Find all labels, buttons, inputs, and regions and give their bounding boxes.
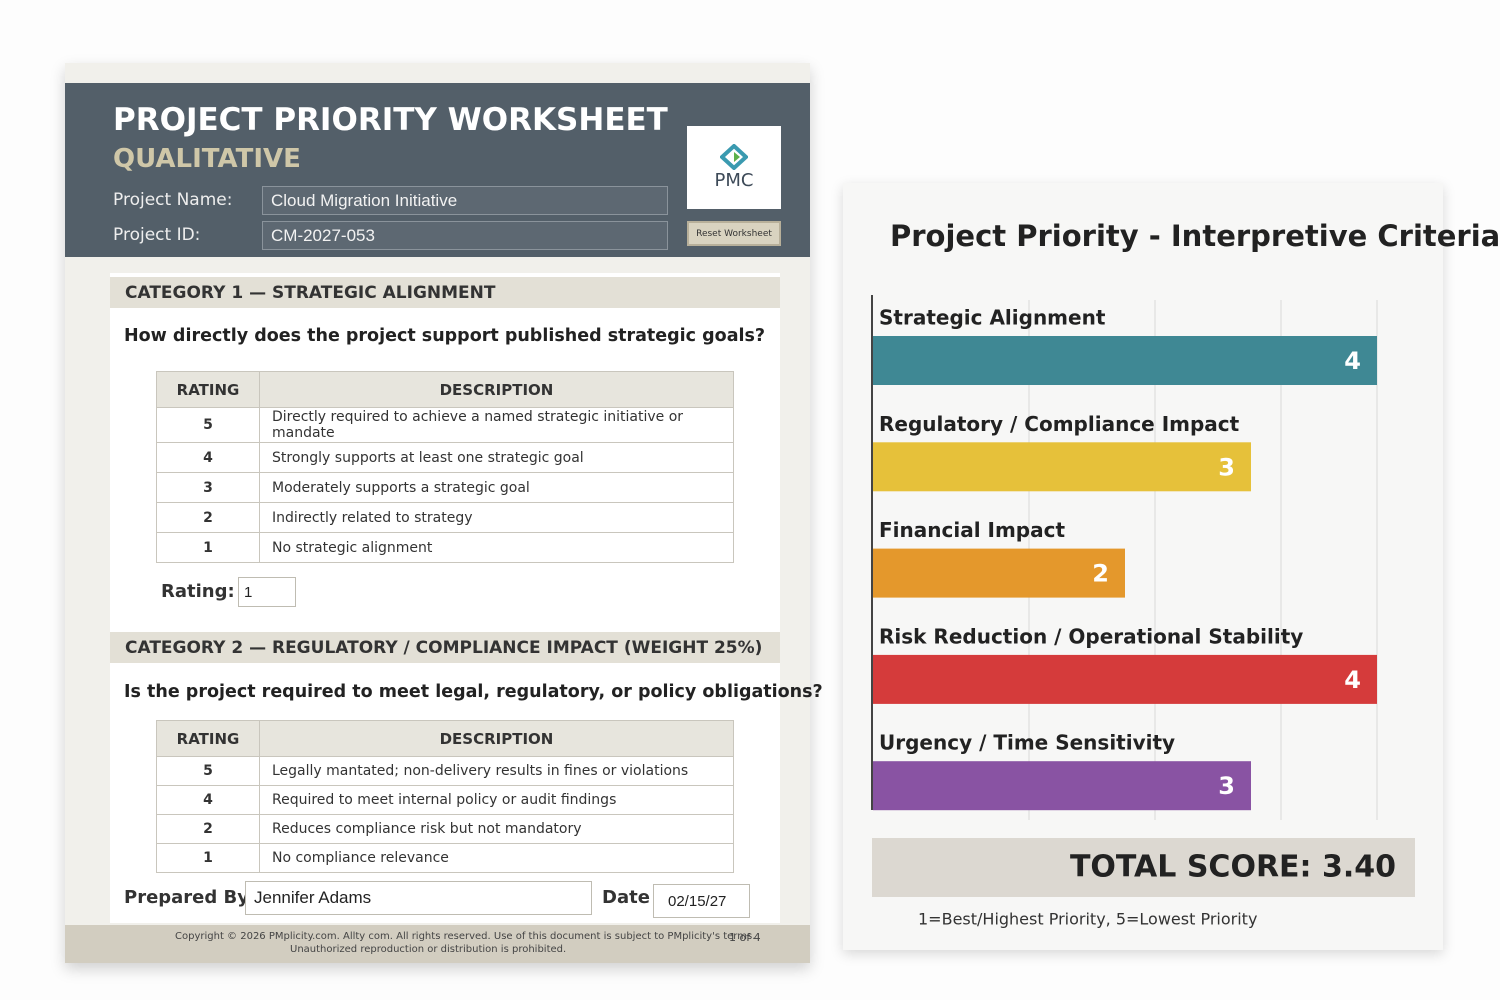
table-row: 4 Required to meet internal policy or aud… — [156, 785, 734, 815]
bar — [873, 654, 1377, 704]
table-header: DESCRIPTION — [259, 371, 734, 408]
table-header: DESCRIPTION — [259, 720, 734, 757]
logo-text: PMC — [714, 170, 754, 191]
description-cell: Moderately supports a strategic goal — [259, 472, 734, 503]
note: 1=Best/Highest Priority, 5=Lowest Priori… — [918, 910, 1257, 929]
question: Is the project required to meet legal, r… — [124, 682, 823, 702]
category-label: Regulatory / Compliance Impact — [879, 412, 1240, 436]
section-heading: CATEGORY 1 — STRATEGIC ALIGNMENT — [110, 277, 780, 308]
total-box — [872, 838, 1415, 897]
description-cell: Directly required to achieve a named str… — [259, 407, 734, 443]
prepared-by-input[interactable]: Jennifer Adams — [245, 881, 592, 915]
description-cell: No strategic alignment — [259, 532, 734, 563]
section-heading: CATEGORY 2 — REGULATORY / COMPLIANCE IMP… — [110, 632, 780, 663]
rating-cell: 1 — [156, 532, 260, 563]
rating-table: RATING DESCRIPTION 5 Directly required to a… — [156, 371, 734, 563]
table-row: 3 Moderately supports a strategic goal — [156, 472, 734, 503]
table-row: 1 No compliance relevance — [156, 843, 734, 873]
category-label: Urgency / Time Sensitivity — [879, 731, 1175, 755]
rating-label: Rating: — [161, 581, 235, 602]
question: How directly does the project support pu… — [124, 326, 766, 346]
table-row: 2 Indirectly related to strategy — [156, 502, 734, 533]
subtitle: QUALITATIVE — [113, 144, 301, 174]
description-cell: Indirectly related to strategy — [259, 502, 734, 533]
bar — [873, 761, 1251, 811]
rating-cell: 1 — [156, 843, 260, 873]
rating-table: RATING DESCRIPTION 5 Legally mantated; non-… — [156, 720, 734, 873]
table-header-row: RATING DESCRIPTION — [156, 371, 734, 408]
reset-button[interactable]: Reset Worksheet — [687, 221, 781, 246]
field-value[interactable]: Cloud Migration Initiative — [262, 186, 668, 215]
category-label: Financial Impact — [879, 518, 1065, 542]
table-row: 2 Reduces compliance risk but not mandato… — [156, 814, 734, 844]
rating-input[interactable]: 1 — [238, 577, 296, 607]
copyright: Copyright © 2026 PMplicity.com. Allty co… — [175, 931, 756, 942]
prepared-by-label: Prepared By — [124, 887, 249, 908]
field-value[interactable]: CM-2027-053 — [262, 221, 668, 250]
date-label: Date — [602, 887, 650, 908]
value-label: 4 — [1344, 666, 1361, 694]
table-header: RATING — [156, 720, 260, 757]
rating-cell: 2 — [156, 814, 260, 844]
value-label: 3 — [1218, 453, 1235, 481]
table-header: RATING — [156, 371, 260, 408]
field-label: Project ID: — [113, 225, 201, 245]
bar — [873, 442, 1251, 492]
title: PROJECT PRIORITY WORKSHEET — [113, 102, 668, 138]
footer — [65, 925, 810, 963]
logo-icon — [720, 144, 748, 170]
description-cell: No compliance relevance — [259, 843, 734, 873]
table-row: 5 Directly required to achieve a named st… — [156, 407, 734, 443]
total-score: TOTAL SCORE: 3.40 — [1070, 850, 1396, 885]
description-cell: Legally mantated; non-delivery results i… — [259, 756, 734, 786]
date-input[interactable]: 02/15/27 — [653, 884, 750, 918]
category-label: Strategic Alignment — [879, 306, 1106, 330]
page-number: 1 of 4 — [729, 931, 761, 944]
value-label: 4 — [1344, 347, 1361, 375]
field-label: Project Name: — [113, 190, 233, 210]
value-label: 3 — [1218, 772, 1235, 800]
table-row: 1 No strategic alignment — [156, 532, 734, 563]
chart-title: Project Priority - Interpretive Criteria — [890, 219, 1500, 253]
notice: Unauthorized reproduction or distributio… — [290, 944, 567, 955]
description-cell: Required to meet internal policy or audi… — [259, 785, 734, 815]
bar — [873, 548, 1125, 598]
logo: PMC — [687, 126, 781, 209]
value-label: 2 — [1092, 560, 1109, 588]
category-label: Risk Reduction / Operational Stability — [879, 624, 1303, 648]
table-header-row: RATING DESCRIPTION — [156, 720, 734, 757]
rating-cell: 5 — [156, 407, 260, 443]
description-cell: Reduces compliance risk but not mandator… — [259, 814, 734, 844]
table-row: 5 Legally mantated; non-delivery results … — [156, 756, 734, 786]
bar — [873, 336, 1377, 385]
